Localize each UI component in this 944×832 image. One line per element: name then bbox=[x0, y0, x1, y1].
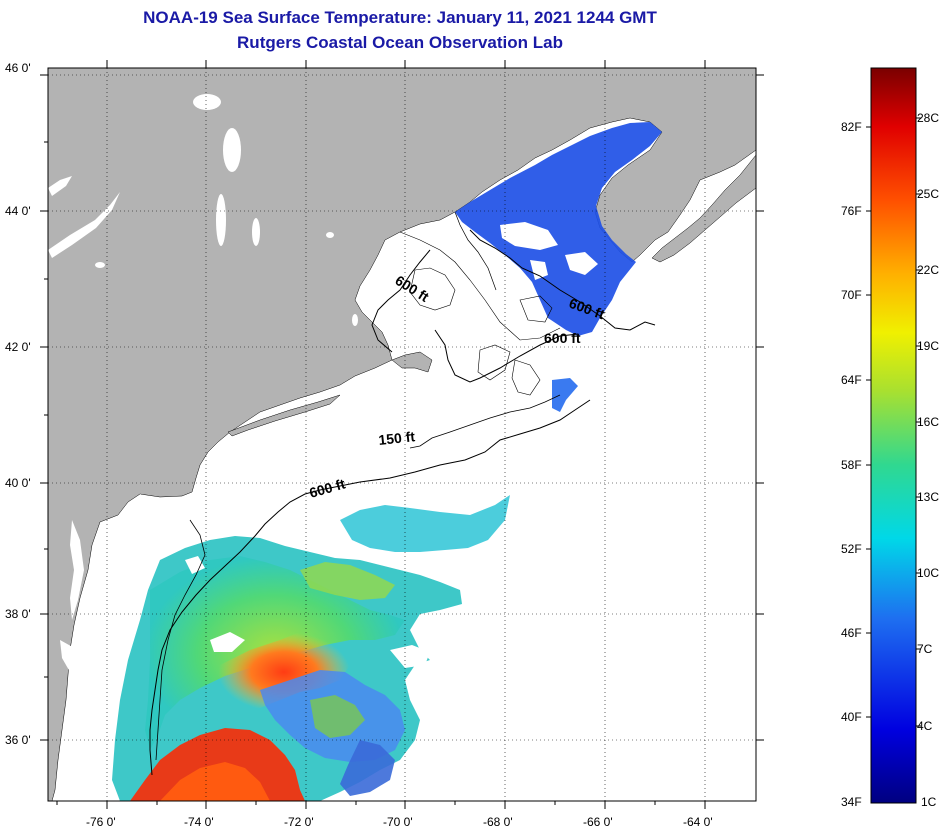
cb-c-label: 28C bbox=[917, 111, 939, 125]
latitude-labels: 46 0' 44 0' 42 0' 40 0' 38 0' 36 0' bbox=[5, 61, 31, 747]
cb-c-label: 13C bbox=[917, 490, 939, 504]
map-title: NOAA-19 Sea Surface Temperature: January… bbox=[143, 8, 657, 27]
lon-label: -72 0' bbox=[284, 815, 314, 829]
colorbar-ticks bbox=[866, 117, 921, 727]
cb-f-label: 70F bbox=[841, 288, 862, 302]
lat-label: 38 0' bbox=[5, 607, 31, 621]
colorbar-gradient bbox=[870, 67, 917, 804]
cb-c-label: 22C bbox=[917, 263, 939, 277]
cb-f-label: 64F bbox=[841, 373, 862, 387]
contour-label: 600 ft bbox=[544, 330, 581, 346]
land-long-island bbox=[227, 394, 341, 437]
lon-label: -66 0' bbox=[583, 815, 613, 829]
lon-label: -70 0' bbox=[383, 815, 413, 829]
sst-gulf-of-maine bbox=[455, 122, 662, 412]
bathymetry-contours bbox=[149, 229, 656, 776]
cb-f-label: 34F bbox=[841, 795, 862, 809]
colorbar-fahrenheit-labels: 82F 76F 70F 64F 58F 52F 46F 40F 34F bbox=[841, 120, 862, 809]
colorbar: 82F 76F 70F 64F 58F 52F 46F 40F 34F 28C … bbox=[841, 67, 939, 809]
lat-label: 46 0' bbox=[5, 61, 31, 75]
lon-label: -76 0' bbox=[86, 815, 116, 829]
cb-f-label: 76F bbox=[841, 204, 862, 218]
cb-c-label: 4C bbox=[917, 719, 933, 733]
lat-label: 44 0' bbox=[5, 204, 31, 218]
cb-f-label: 52F bbox=[841, 542, 862, 556]
cb-c-label: 16C bbox=[917, 415, 939, 429]
longitude-labels: -76 0' -74 0' -72 0' -70 0' -68 0' -66 0… bbox=[86, 815, 713, 829]
lat-label: 42 0' bbox=[5, 340, 31, 354]
land-nova-scotia bbox=[651, 154, 756, 263]
cb-c-label: 1C bbox=[921, 795, 937, 809]
lon-label: -68 0' bbox=[483, 815, 513, 829]
land-cape-cod bbox=[391, 351, 433, 373]
lat-label: 36 0' bbox=[5, 733, 31, 747]
colorbar-celsius-labels: 28C 25C 22C 19C 16C 13C 10C 7C 4C 1C bbox=[917, 111, 939, 809]
cloud-gaps-north bbox=[500, 222, 598, 280]
map-subtitle: Rutgers Coastal Ocean Observation Lab bbox=[237, 33, 563, 52]
axis-ticks bbox=[40, 60, 764, 809]
cb-f-label: 82F bbox=[841, 120, 862, 134]
map-frame bbox=[47, 67, 757, 802]
cb-c-label: 10C bbox=[917, 566, 939, 580]
cb-f-label: 40F bbox=[841, 710, 862, 724]
cb-c-label: 7C bbox=[917, 642, 933, 656]
lon-label: -74 0' bbox=[184, 815, 214, 829]
lon-label: -64 0' bbox=[683, 815, 713, 829]
sst-mid-atlantic bbox=[112, 495, 510, 801]
cb-f-label: 58F bbox=[841, 458, 862, 472]
cb-c-label: 25C bbox=[917, 187, 939, 201]
cb-c-label: 19C bbox=[917, 339, 939, 353]
cb-f-label: 46F bbox=[841, 626, 862, 640]
contour-label: 150 ft bbox=[378, 428, 416, 448]
lat-label: 40 0' bbox=[5, 476, 31, 490]
